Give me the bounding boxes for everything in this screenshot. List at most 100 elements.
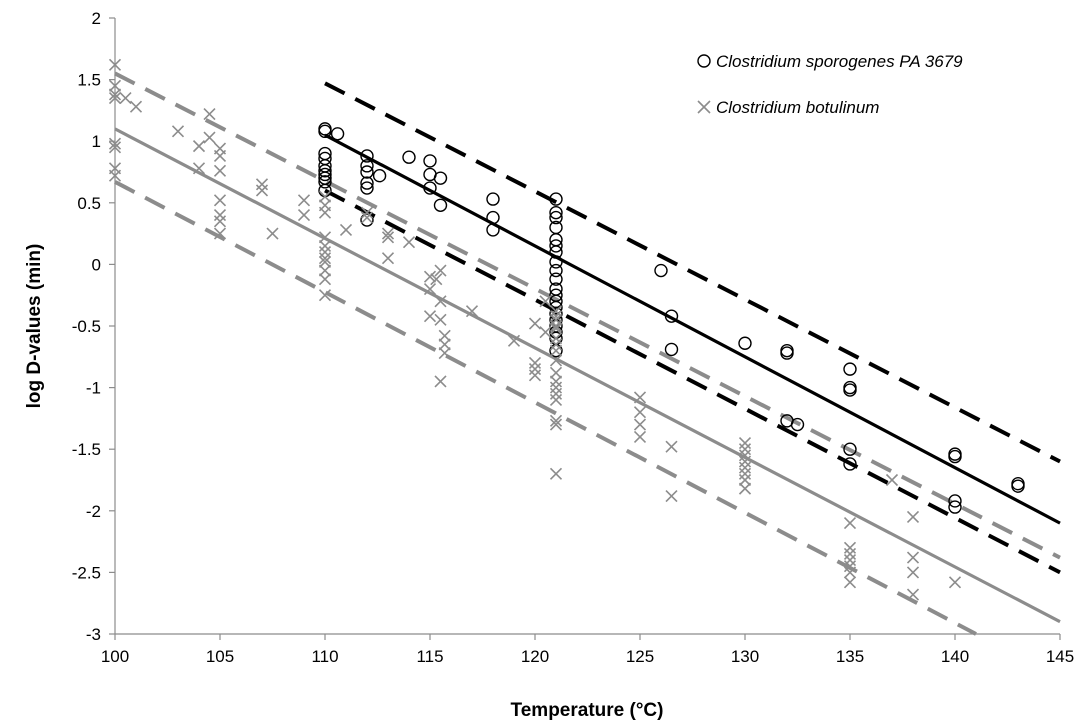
data-point-x — [108, 58, 122, 71]
y-tick-label: 2 — [92, 9, 101, 28]
y-tick-label: -0.5 — [72, 317, 101, 336]
data-point-x — [738, 467, 752, 480]
prediction-band-line — [324, 81, 1061, 464]
data-points — [108, 58, 1025, 601]
data-point-x — [119, 92, 132, 105]
data-point-x — [192, 140, 206, 153]
prediction-band-line — [114, 71, 1061, 560]
prediction-band-line — [114, 180, 977, 636]
data-point-circle — [790, 417, 805, 432]
regression-line — [324, 133, 1061, 525]
data-point-x — [906, 566, 920, 579]
data-point-x — [423, 282, 437, 296]
legend-marker-x — [697, 100, 711, 114]
x-tick-label: 115 — [416, 647, 443, 666]
data-point-x — [528, 369, 542, 382]
data-point-circle — [948, 494, 962, 508]
data-point-x — [906, 551, 920, 564]
data-point-circle — [318, 124, 332, 139]
data-point-circle — [549, 263, 563, 278]
data-point-x — [108, 92, 122, 105]
x-tick-label: 100 — [101, 647, 129, 666]
data-point-x — [108, 137, 122, 150]
y-tick-label: 1 — [92, 132, 101, 151]
y-tick-label: 0.5 — [77, 194, 101, 213]
data-point-x — [633, 391, 647, 404]
x-tick-label: 125 — [626, 647, 654, 666]
data-point-circle — [318, 164, 332, 178]
y-tick-label: -3 — [86, 625, 101, 644]
data-point-x — [528, 317, 542, 330]
y-tick-label: -1 — [86, 379, 101, 398]
data-point-x — [549, 381, 563, 394]
data-point-x — [318, 273, 332, 286]
data-point-x — [549, 313, 563, 326]
data-point-x — [318, 255, 332, 269]
data-point-x — [434, 264, 447, 277]
data-point-x — [255, 184, 269, 197]
data-point-x — [381, 227, 395, 240]
data-point-x — [633, 418, 647, 431]
data-point-x — [549, 393, 563, 406]
data-point-x — [339, 223, 353, 236]
y-tick-label: 1.5 — [77, 71, 101, 90]
data-point-x — [213, 215, 227, 228]
data-point-circle — [843, 362, 857, 376]
data-point-x — [108, 79, 122, 92]
data-point-circle — [948, 500, 962, 514]
data-point-circle — [360, 165, 374, 179]
data-point-x — [528, 363, 542, 376]
data-point-circle — [486, 210, 500, 225]
data-point-circle — [372, 168, 387, 183]
legend-entry-sporogenes: Clostridium sporogenes PA 3679 — [697, 52, 963, 71]
data-point-x — [318, 206, 332, 219]
data-point-circle — [423, 181, 437, 195]
data-point-x — [360, 206, 374, 219]
data-point-x — [423, 310, 437, 323]
y-tick-label: -1.5 — [72, 440, 101, 459]
data-point-x — [381, 252, 395, 265]
data-point-circle — [360, 176, 374, 190]
data-point-x — [318, 289, 332, 302]
data-point-circle — [549, 210, 563, 225]
data-point-x — [843, 576, 857, 589]
data-point-x — [203, 108, 216, 121]
x-tick-label: 130 — [731, 647, 759, 666]
data-point-x — [948, 576, 962, 589]
data-point-x — [192, 162, 206, 175]
data-point-x — [549, 332, 563, 345]
data-point-circle — [360, 149, 374, 163]
data-point-x — [843, 517, 857, 530]
data-point-circle — [360, 159, 374, 173]
data-point-x — [633, 406, 647, 419]
data-point-x — [906, 510, 920, 524]
data-point-circle — [549, 239, 563, 253]
data-point-circle — [738, 336, 752, 350]
data-point-circle — [948, 449, 962, 464]
data-point-x — [549, 387, 563, 400]
data-point-x — [549, 418, 563, 431]
data-point-x — [906, 588, 920, 601]
regression-line — [114, 127, 1061, 624]
data-point-x — [213, 209, 227, 222]
data-point-x — [549, 319, 563, 333]
data-point-x — [213, 227, 227, 240]
x-tick-label: 145 — [1046, 647, 1074, 666]
data-point-x — [430, 273, 443, 286]
y-axis-title: log D-values (min) — [24, 244, 45, 409]
data-point-x — [318, 231, 332, 244]
fit-lines — [114, 71, 1061, 636]
data-point-circle — [549, 192, 563, 206]
x-axis-title: Temperature (°C) — [511, 700, 664, 721]
plot-area: -3 -2.5 -2 -1.5 -1 -0.5 0 0.5 1 1.5 2 100 105 110 115… — [72, 9, 1074, 666]
data-point-circle — [549, 205, 563, 220]
data-point-circle — [664, 309, 679, 323]
data-point-x — [885, 473, 899, 487]
y-tick-label: -2.5 — [72, 563, 101, 582]
legend-label-botulinum: Clostridium botulinum — [716, 98, 879, 117]
data-point-circle — [654, 263, 668, 278]
data-point-x — [108, 141, 122, 154]
data-point-circle — [549, 245, 563, 259]
data-point-x — [843, 541, 857, 554]
